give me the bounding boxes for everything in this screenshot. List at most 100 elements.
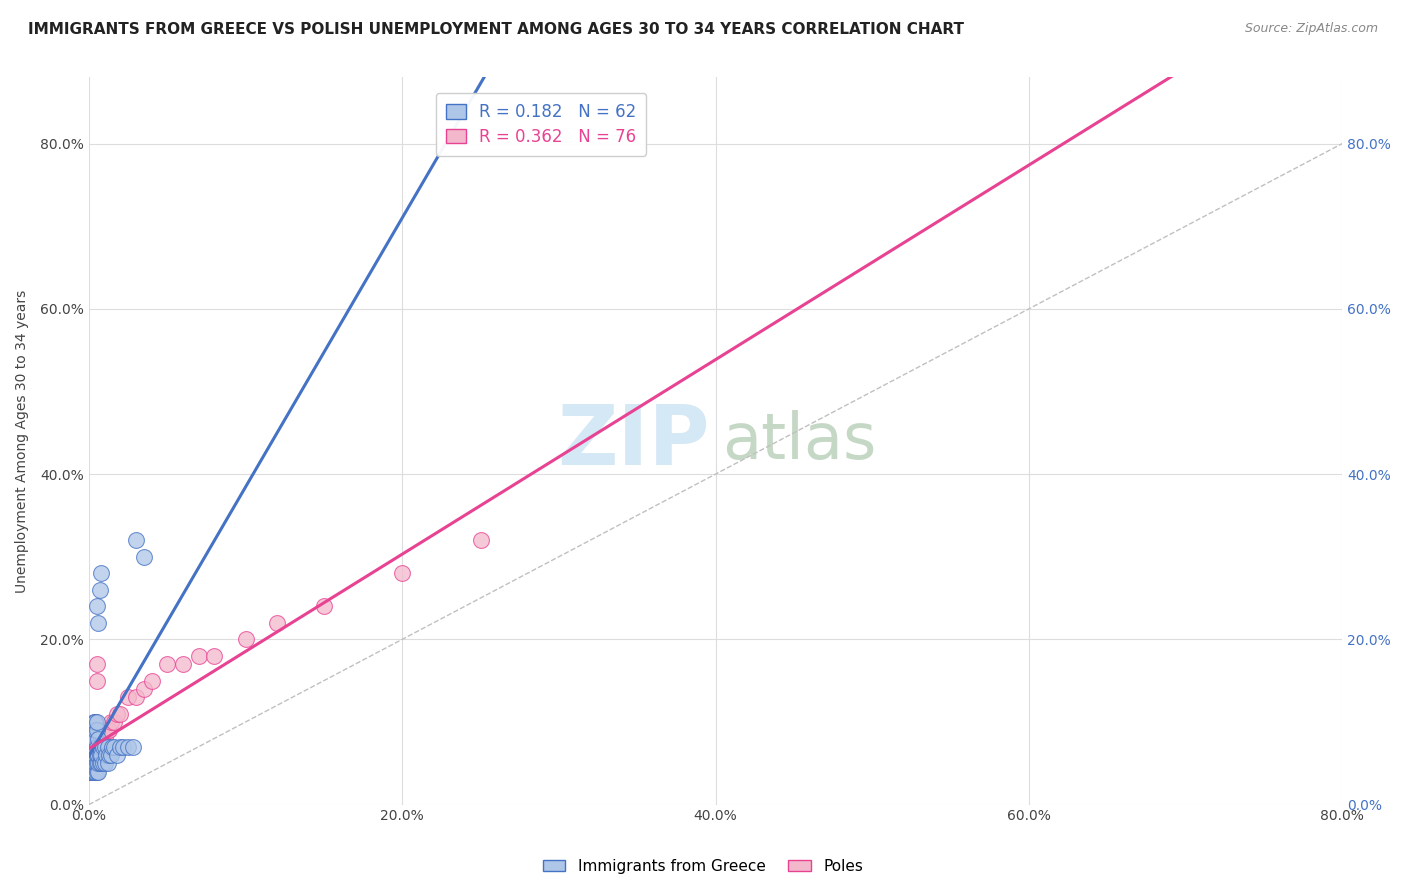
Text: atlas: atlas (721, 410, 876, 472)
Point (80, 731, 103, 746)
Point (90, 731, 112, 746)
Point (84, 714, 107, 729)
Point (86, 731, 108, 746)
Point (89, 739, 111, 754)
Legend: Immigrants from Greece, Poles: Immigrants from Greece, Poles (537, 853, 869, 880)
Point (108, 706, 131, 721)
Point (84, 756, 107, 771)
Point (83, 764, 105, 779)
Point (83, 764, 105, 779)
Point (84, 747, 107, 762)
Point (156, 657, 179, 672)
Point (84, 739, 107, 754)
Point (86, 599, 108, 614)
Point (80, 739, 103, 754)
Point (84, 731, 107, 746)
Point (90, 739, 112, 754)
Point (80, 747, 103, 762)
Point (103, 739, 125, 754)
Point (83, 731, 105, 746)
Point (141, 673, 163, 688)
Point (87, 747, 110, 762)
Point (87, 731, 110, 746)
Point (266, 615, 288, 630)
Point (98, 723, 121, 738)
Point (93, 739, 115, 754)
Point (84, 714, 107, 729)
Point (83, 747, 105, 762)
Point (97, 756, 120, 771)
Point (89, 747, 111, 762)
Point (86, 747, 108, 762)
Point (79, 747, 101, 762)
Point (172, 657, 194, 672)
Point (80, 756, 103, 771)
Point (97, 739, 120, 754)
Point (80, 731, 103, 746)
Point (84, 731, 107, 746)
Point (80, 764, 103, 779)
Point (86, 739, 108, 754)
Point (79, 764, 101, 779)
Point (83, 747, 105, 762)
Point (90, 756, 112, 771)
Point (84, 739, 107, 754)
Point (101, 739, 124, 754)
Point (80, 739, 103, 754)
Point (79, 747, 101, 762)
Point (86, 673, 108, 688)
Point (86, 756, 108, 771)
Point (87, 731, 110, 746)
Point (79, 756, 101, 771)
Point (93, 731, 115, 746)
Point (83, 747, 105, 762)
Point (86, 756, 108, 771)
Point (84, 739, 107, 754)
Point (87, 756, 110, 771)
Point (79, 756, 101, 771)
Point (235, 632, 257, 647)
Point (97, 723, 120, 738)
Point (89, 739, 111, 754)
Point (83, 739, 105, 754)
Point (83, 723, 105, 738)
Point (83, 756, 105, 771)
Point (83, 739, 105, 754)
Point (80, 747, 103, 762)
Point (91, 739, 114, 754)
Point (125, 690, 148, 705)
Point (84, 756, 107, 771)
Point (79, 764, 101, 779)
Point (391, 566, 413, 581)
Point (83, 756, 105, 771)
Point (100, 747, 122, 762)
Point (84, 747, 107, 762)
Point (87, 747, 110, 762)
Point (84, 764, 107, 779)
Point (83, 739, 105, 754)
Point (117, 690, 139, 705)
Point (84, 731, 107, 746)
Point (117, 739, 139, 754)
Point (100, 714, 122, 729)
Point (87, 615, 110, 630)
Point (105, 747, 128, 762)
Point (121, 739, 143, 754)
Point (132, 549, 155, 564)
Point (86, 739, 108, 754)
Point (80, 756, 103, 771)
Point (98, 747, 121, 762)
Point (83, 714, 105, 729)
Point (84, 747, 107, 762)
Point (94, 723, 117, 738)
Point (86, 764, 108, 779)
Text: IMMIGRANTS FROM GREECE VS POLISH UNEMPLOYMENT AMONG AGES 30 TO 34 YEARS CORRELAT: IMMIGRANTS FROM GREECE VS POLISH UNEMPLO… (28, 22, 965, 37)
Point (108, 739, 131, 754)
Point (83, 723, 105, 738)
Point (202, 648, 225, 663)
Point (132, 681, 155, 696)
Point (89, 582, 111, 597)
Y-axis label: Unemployment Among Ages 30 to 34 years: Unemployment Among Ages 30 to 34 years (15, 289, 30, 592)
Point (87, 764, 110, 779)
Point (83, 731, 105, 746)
